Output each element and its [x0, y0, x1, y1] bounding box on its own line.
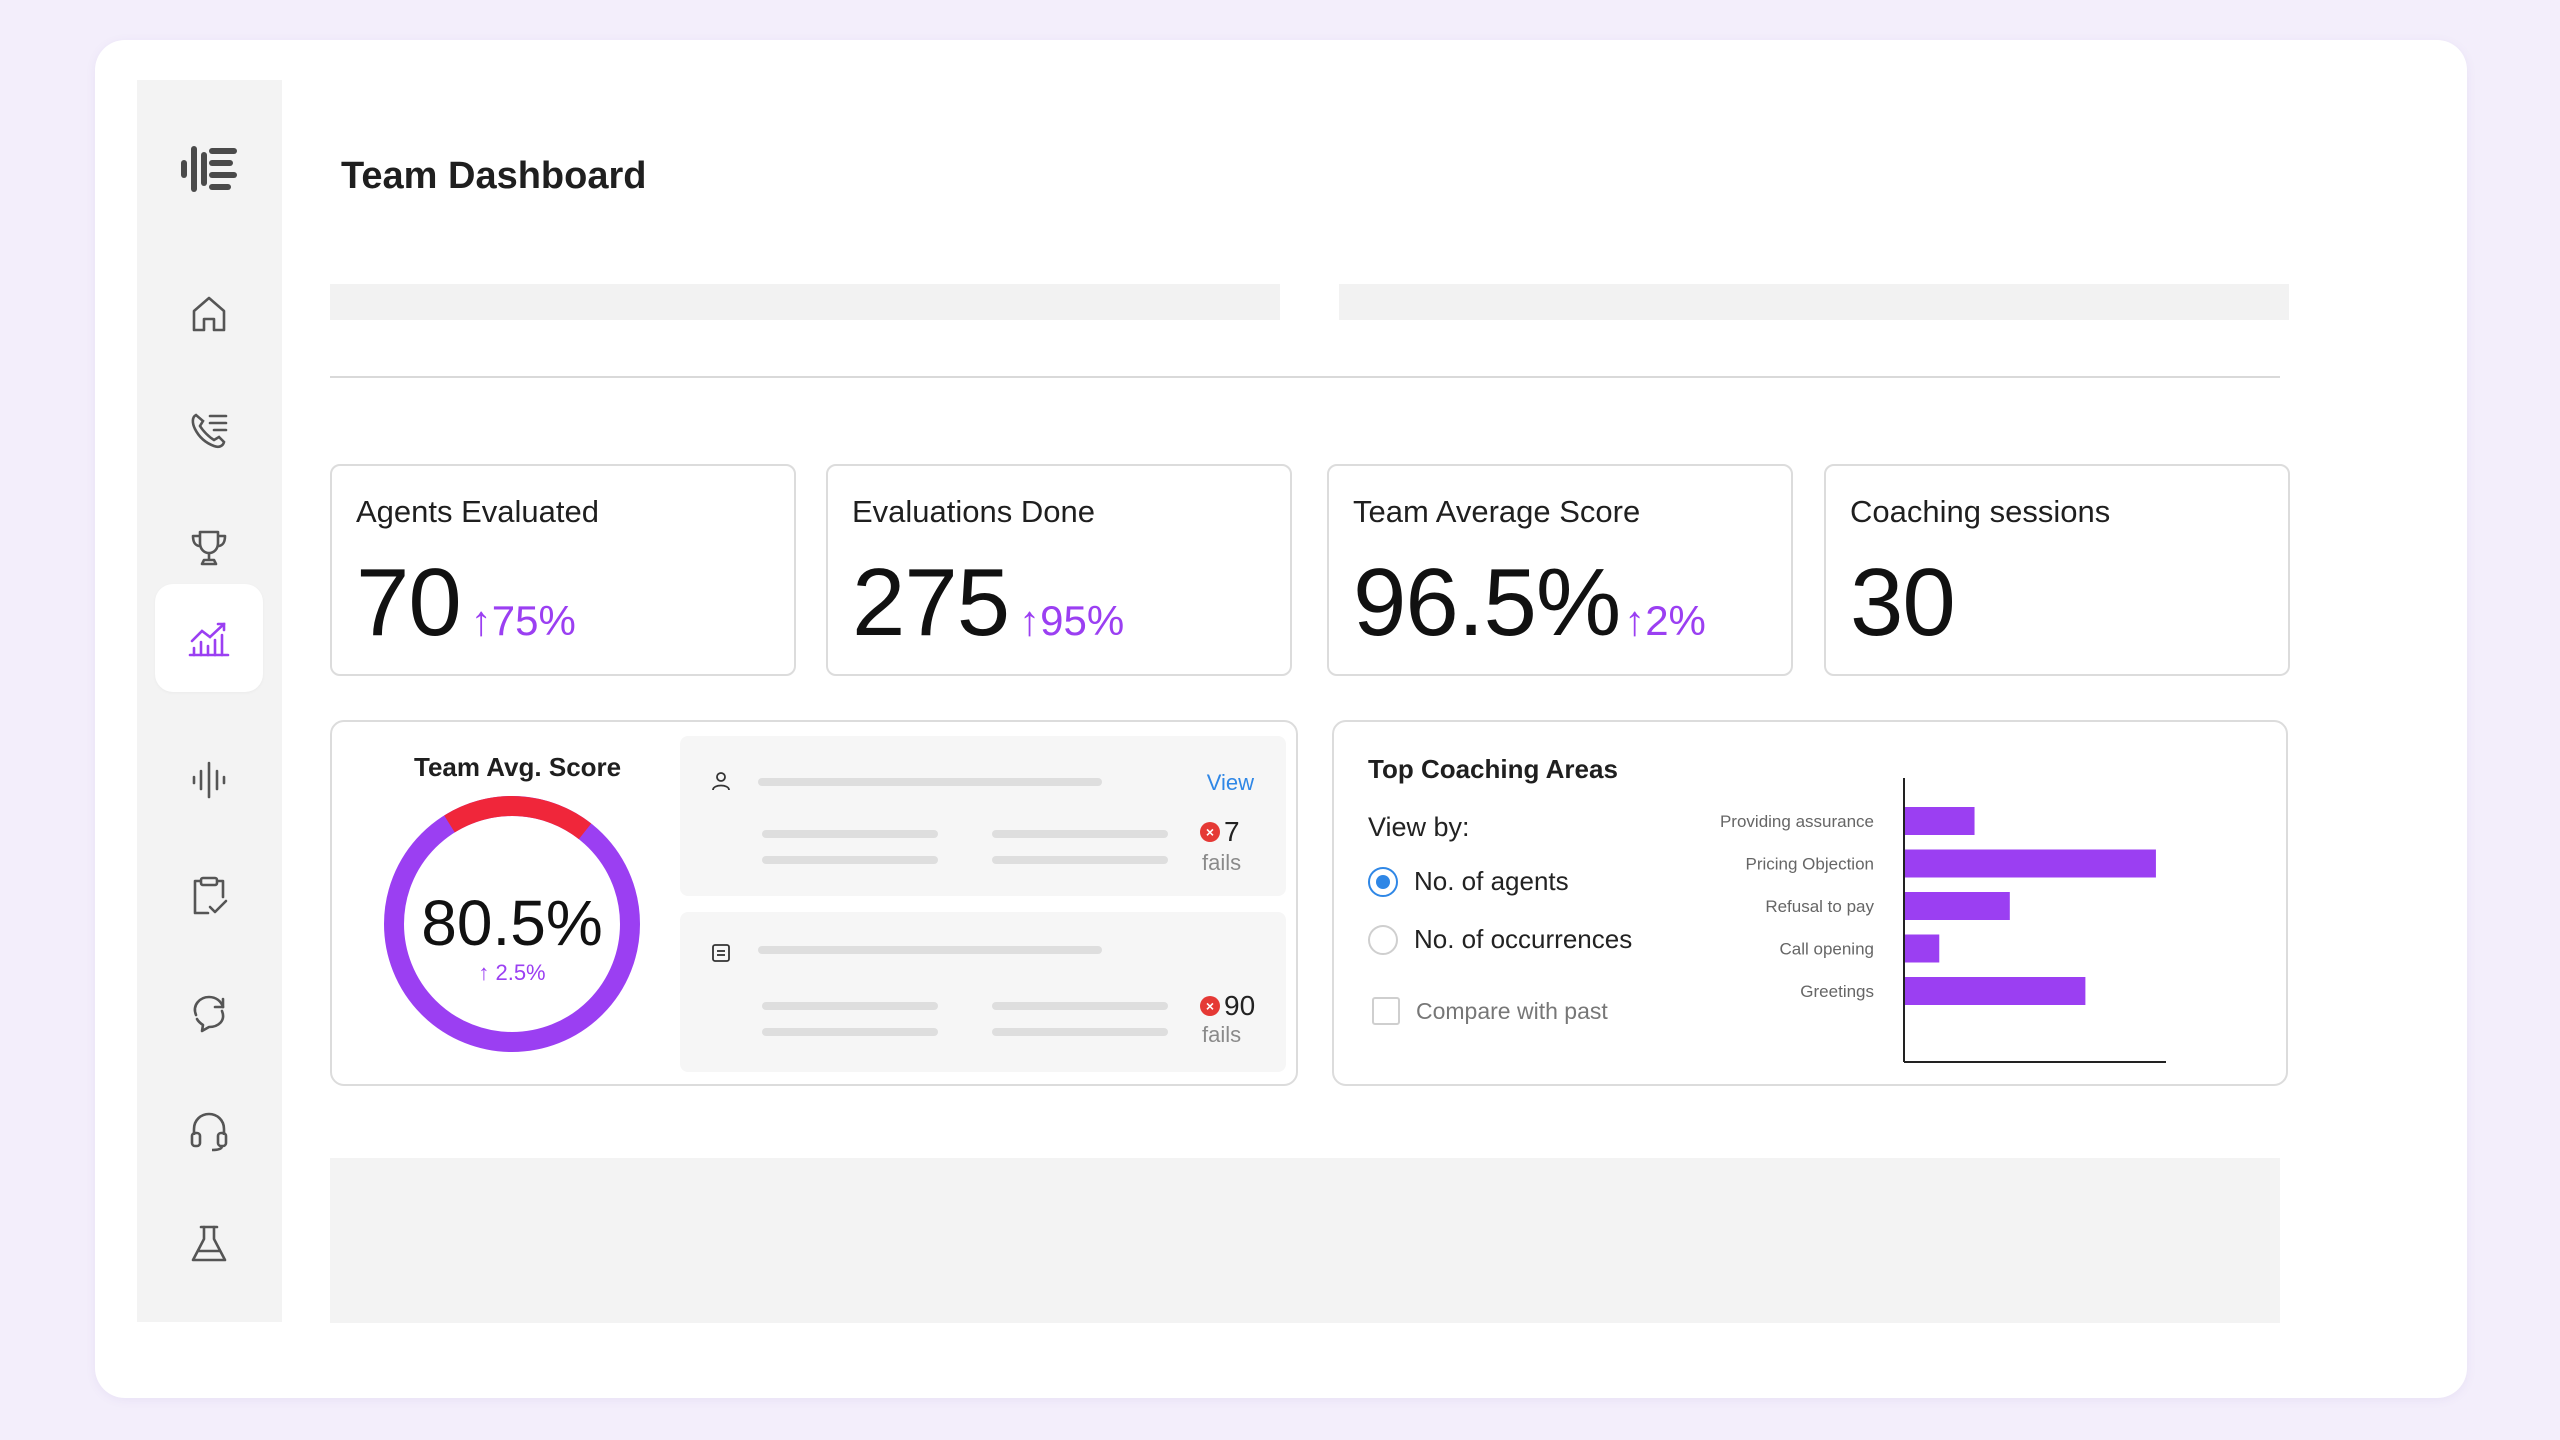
- team-score-value: 80.5%: [421, 887, 603, 959]
- category-label: Providing assurance: [1720, 812, 1874, 831]
- compare-checkbox[interactable]: [1372, 997, 1400, 1025]
- home-icon: [192, 296, 226, 332]
- stat-card-evaluations-done: Evaluations Done 275 ↑95%: [826, 464, 1292, 676]
- header-divider: [330, 376, 2280, 378]
- bar-3: [1904, 934, 1940, 963]
- stat-delta: ↑2%: [1624, 597, 1706, 644]
- compare-with-past[interactable]: Compare with past: [1372, 997, 1608, 1025]
- call-list-icon: [191, 413, 228, 449]
- bottom-placeholder: [330, 1158, 2280, 1323]
- error-icon: ×: [1200, 822, 1220, 842]
- stat-value: 96.5%: [1353, 549, 1621, 656]
- radio-no-of-occurrences[interactable]: No. of occurrences: [1368, 924, 1632, 955]
- fail-count: × 7: [1200, 816, 1240, 848]
- stat-label: Team Average Score: [1353, 494, 1641, 529]
- sidebar: [137, 80, 282, 1322]
- stat-delta: ↑95%: [1019, 597, 1125, 644]
- fail-row-agents: View × 7 fails: [680, 736, 1286, 896]
- team-score-delta: ↑ 2.5%: [478, 960, 546, 985]
- compare-label: Compare with past: [1416, 997, 1608, 1024]
- nav-support[interactable]: [155, 1076, 263, 1184]
- coaching-title: Top Coaching Areas: [1368, 754, 1618, 784]
- nav-achievements[interactable]: [155, 494, 263, 602]
- stat-card-coaching-sessions: Coaching sessions 30: [1824, 464, 2290, 676]
- view-by-label: View by:: [1368, 812, 1470, 842]
- stat-value: 70: [356, 549, 462, 656]
- radio-button[interactable]: [1368, 866, 1398, 897]
- bar-0: [1904, 807, 1975, 835]
- team-score-title: Team Avg. Score: [414, 752, 622, 782]
- bar-1: [1904, 849, 2156, 878]
- nav-calls[interactable]: [155, 376, 263, 484]
- stat-delta: ↑75%: [470, 597, 576, 644]
- filter-placeholder-left: [330, 284, 1280, 320]
- person-icon: [712, 772, 730, 791]
- team-score-panel: Team Avg. Score 80.5% ↑ 2.5% View × 7 fa…: [330, 720, 1298, 1086]
- stat-value: 275: [852, 549, 1010, 656]
- radio-no-of-agents[interactable]: No. of agents: [1368, 866, 1569, 897]
- stat-card-agents-evaluated: Agents Evaluated 70 ↑75%: [330, 464, 796, 676]
- view-link[interactable]: View: [1206, 770, 1254, 795]
- page-title: Team Dashboard: [341, 155, 647, 197]
- brand-logo-icon: [181, 146, 237, 192]
- nav-audio[interactable]: [155, 726, 263, 834]
- fail-count-value: 90: [1224, 990, 1256, 1021]
- fail-count-value: 7: [1224, 816, 1240, 847]
- nav-evaluations[interactable]: [155, 842, 263, 950]
- stat-card-team-average-score: Team Average Score 96.5% ↑2%: [1327, 464, 1793, 676]
- radio-label: No. of agents: [1414, 866, 1569, 896]
- headset-icon: [190, 1112, 228, 1152]
- audio-wave-icon: [192, 761, 226, 799]
- stat-label: Agents Evaluated: [356, 494, 600, 529]
- category-label: Refusal to pay: [1765, 897, 1874, 916]
- fail-count: × 90: [1200, 990, 1255, 1022]
- category-label: Call opening: [1779, 940, 1874, 959]
- score-donut: 80.5% ↑ 2.5%: [382, 794, 642, 1054]
- nav-coaching[interactable]: [155, 958, 263, 1066]
- nav-analytics[interactable]: [155, 584, 263, 692]
- nav-labs[interactable]: [155, 1190, 263, 1298]
- clipboard-check-icon: [193, 876, 228, 915]
- fail-label: fails: [1202, 850, 1242, 875]
- flask-icon: [191, 1225, 227, 1262]
- analytics-icon: [188, 622, 230, 657]
- fail-row-evaluations: × 90 fails: [680, 912, 1286, 1072]
- refresh-chat-icon: [193, 995, 225, 1033]
- filter-placeholder-right: [1339, 284, 2289, 320]
- document-icon: [712, 944, 730, 962]
- trophy-icon: [191, 530, 227, 566]
- stat-value: 30: [1850, 549, 1956, 656]
- stat-label: Coaching sessions: [1850, 494, 2111, 529]
- radio-button[interactable]: [1368, 924, 1398, 955]
- donut-bad-arc: [384, 795, 640, 1052]
- fail-label: fails: [1202, 1022, 1242, 1047]
- coaching-bar-chart: Providing assurance Pricing Objection Refu…: [1720, 778, 2166, 1063]
- error-icon: ×: [1200, 996, 1220, 1016]
- bar-4: [1904, 977, 2086, 1005]
- radio-label: No. of occurrences: [1414, 924, 1633, 954]
- category-label: Greetings: [1800, 982, 1874, 1001]
- nav-home[interactable]: [155, 260, 263, 368]
- coaching-panel: Top Coaching Areas View by: No. of agent…: [1332, 720, 2288, 1086]
- bar-2: [1904, 892, 2010, 920]
- stat-label: Evaluations Done: [852, 494, 1095, 529]
- category-label: Pricing Objection: [1745, 855, 1874, 874]
